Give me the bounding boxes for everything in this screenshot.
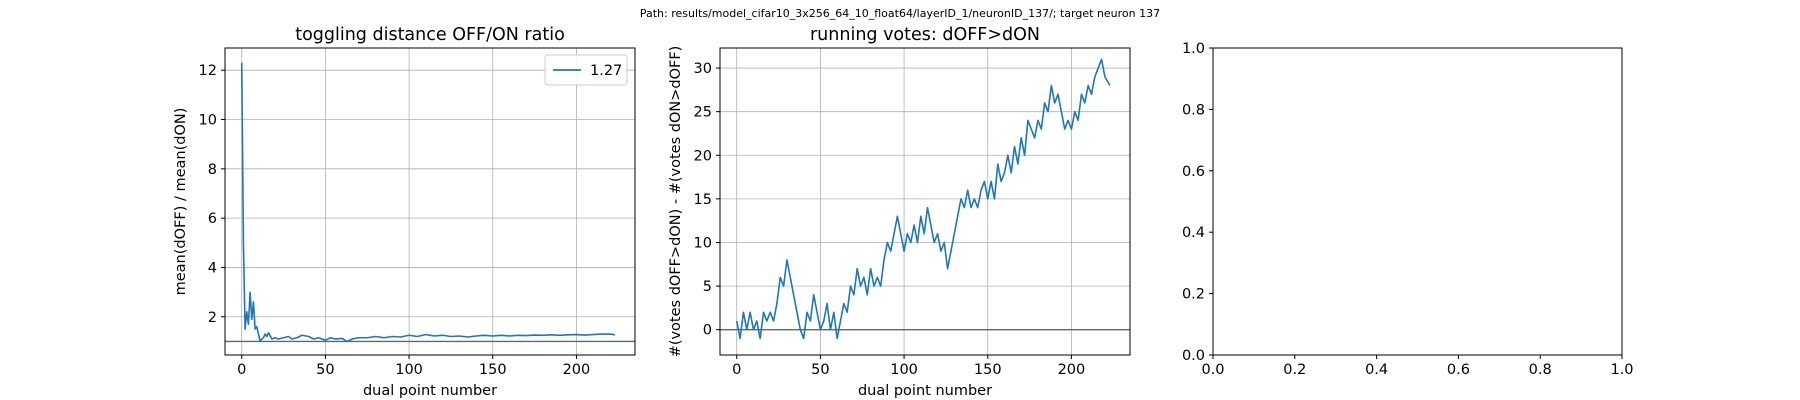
legend: 1.27 [544,54,628,86]
chart-2: 0 50 100 150 200 0 5 10 15 20 25 30 running votes: d… [668,25,1131,399]
y-tick-label: 0.0 [1182,348,1205,364]
y-tick-label: 10 [199,113,217,129]
legend-label: 1.27 [590,63,622,79]
y-tick-label: 2 [208,310,217,326]
x-tick-label: 0.2 [1283,362,1306,378]
x-tick-label: 0.0 [1201,362,1224,378]
axes-frame [1212,47,1623,356]
y-tick-label: 0 [703,323,712,339]
y-tick-label: 4 [208,260,217,276]
x-tick-label: 1.0 [1610,362,1633,378]
x-tick-label: 200 [1058,362,1086,378]
chart-title: running votes: dOFF>dON [810,25,1040,45]
y-axis-label: mean(dOFF) / mean(dON) [173,108,189,296]
y-tick-label: 15 [694,192,712,208]
y-tick-label: 1.0 [1182,41,1205,57]
x-tick-label: 200 [563,362,591,378]
axes-frame [224,47,636,356]
x-axis-label: dual point number [363,383,497,399]
y-tick-label: 10 [694,235,712,251]
x-tick-label: 100 [395,362,423,378]
y-tick-label: 6 [208,211,217,227]
y-tick-label: 20 [694,148,712,164]
x-tick-label: 0.6 [1447,362,1470,378]
x-tick-label: 0 [237,362,246,378]
x-tick-label: 0 [732,362,741,378]
y-tick-label: 12 [199,63,217,79]
axes-frame [719,47,1131,356]
series-line-1 [735,58,1111,340]
x-tick-label: 0.4 [1365,362,1388,378]
y-tick-label: 0.4 [1182,225,1205,241]
y-tick-label: 8 [208,162,217,178]
figure-suptitle: Path: results/model_cifar10_3x256_64_10_… [640,7,1160,20]
series-line-1 [240,62,616,343]
y-tick-label: 0.2 [1182,287,1205,303]
y-tick-label: 30 [694,61,712,77]
x-tick-label: 50 [811,362,829,378]
x-axis-label: dual point number [858,383,992,399]
chart-3: 0.0 0.2 0.4 0.6 0.8 1.0 0.0 0.2 0.4 0.6 0.8 1.0 [1182,41,1634,378]
x-tick-label: 0.8 [1529,362,1552,378]
y-tick-label: 5 [703,279,712,295]
y-tick-label: 0.8 [1182,102,1205,118]
x-tick-label: 150 [974,362,1002,378]
y-axis-label: #(votes dOFF>dON) - #(votes dON>dOFF) [668,46,684,358]
chart-title: toggling distance OFF/ON ratio [295,25,565,45]
chart-1: 0 50 100 150 200 2 4 6 8 10 12 toggling distance OF… [173,25,636,399]
x-tick-label: 100 [890,362,918,378]
x-tick-label: 50 [316,362,334,378]
x-tick-label: 150 [479,362,507,378]
legend-frame [544,54,628,86]
y-tick-label: 0.6 [1182,164,1205,180]
y-tick-label: 25 [694,105,712,121]
